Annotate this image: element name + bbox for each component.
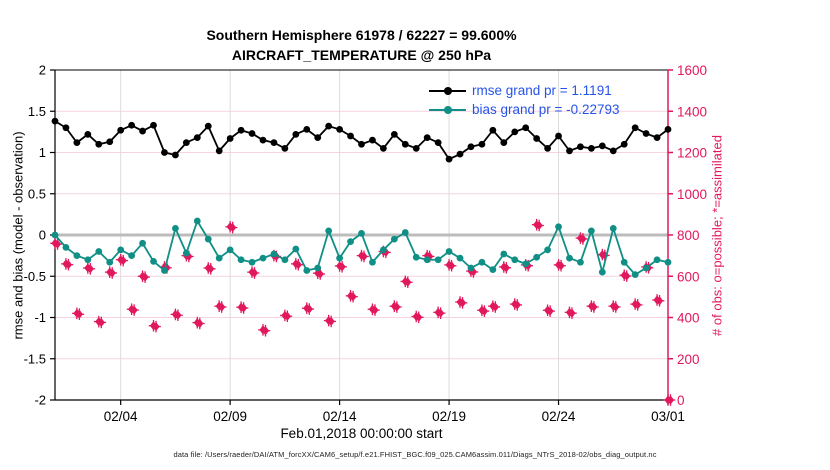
legend-item-rmse: rmse grand pr = 1.1191 bbox=[429, 81, 619, 100]
x-tick-label: 03/01 bbox=[651, 409, 685, 424]
left-axis-label: rmse and bias (model - observation) bbox=[10, 131, 26, 340]
left-tick-label: 0.5 bbox=[28, 186, 46, 201]
rmse-series bbox=[51, 117, 672, 163]
left-tick-label: 2 bbox=[39, 63, 46, 78]
legend-label-bias: bias grand pr = -0.22793 bbox=[472, 102, 620, 117]
right-tick-label: 400 bbox=[677, 311, 700, 326]
left-tick-label: 0 bbox=[39, 228, 46, 243]
left-tick-label: -2 bbox=[34, 393, 46, 408]
right-tick-label: 200 bbox=[677, 352, 700, 367]
right-tick-label: 1400 bbox=[677, 104, 707, 119]
right-tick-label: 0 bbox=[677, 393, 685, 408]
rmse-line-swatch bbox=[429, 86, 466, 95]
data-file-caption: data file: /Users/raeder/DAI/ATM_forcXX/… bbox=[173, 450, 657, 459]
x-tick-label: 02/24 bbox=[542, 409, 576, 424]
bias-series bbox=[51, 217, 672, 278]
legend: rmse grand pr = 1.1191 bias grand pr = -… bbox=[429, 81, 619, 119]
left-tick-label: -1.5 bbox=[24, 351, 46, 366]
possible-obs-series bbox=[50, 218, 673, 406]
h-gridlines bbox=[55, 110, 668, 360]
right-axis-label: # of obs: o=possible; *=assimilated bbox=[709, 135, 725, 336]
left-tick-label: 1.5 bbox=[28, 104, 46, 119]
right-tick-label: 1000 bbox=[677, 187, 707, 202]
bias-marker-icon bbox=[443, 105, 452, 114]
right-tick-label: 1200 bbox=[677, 146, 707, 161]
chart-title: Southern Hemisphere 61978 / 62227 = 99.6… bbox=[206, 27, 517, 43]
right-tick-label: 1600 bbox=[677, 63, 707, 78]
left-tick-label: 1 bbox=[39, 145, 46, 160]
legend-item-bias: bias grand pr = -0.22793 bbox=[429, 100, 619, 119]
axis-tick-labels: 2 1.5 1 0.5 0 -0.5 -1 -1.5 -2 1600 1400 1200 1000 800… bbox=[24, 63, 707, 425]
legend-label-rmse: rmse grand pr = 1.1191 bbox=[472, 83, 612, 98]
right-tick-label: 600 bbox=[677, 269, 700, 284]
right-tick-label: 800 bbox=[677, 228, 700, 243]
bias-line-swatch bbox=[429, 105, 466, 114]
rmse-marker-icon bbox=[443, 86, 452, 95]
x-axis-label: Feb.01,2018 00:00:00 start bbox=[280, 426, 443, 441]
x-tick-label: 02/09 bbox=[213, 409, 247, 424]
x-tick-label: 02/04 bbox=[104, 409, 138, 424]
x-tick-label: 02/19 bbox=[432, 409, 466, 424]
x-tick-label: 02/14 bbox=[323, 409, 357, 424]
left-tick-label: -1 bbox=[34, 310, 46, 325]
chart-subtitle: AIRCRAFT_TEMPERATURE @ 250 hPa bbox=[231, 47, 492, 63]
left-tick-label: -0.5 bbox=[24, 269, 46, 284]
